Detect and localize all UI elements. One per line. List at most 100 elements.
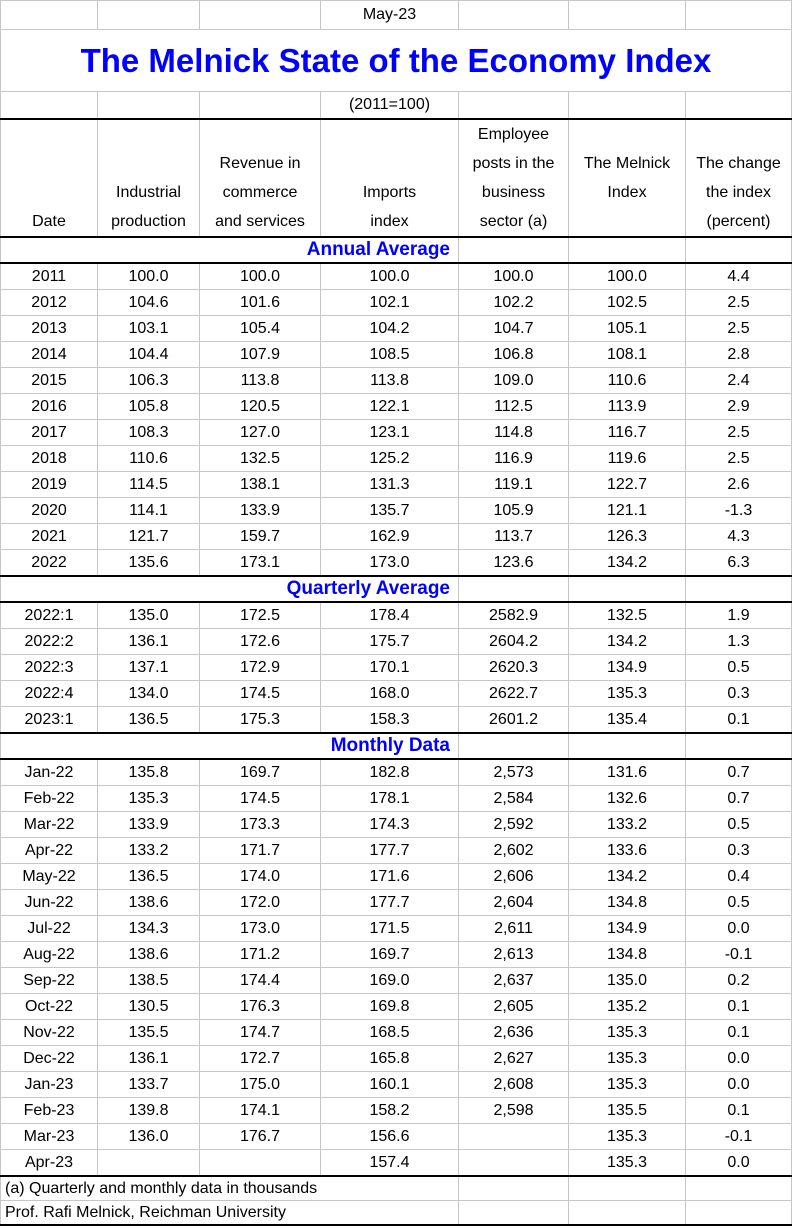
value-cell: 2,602 bbox=[458, 837, 569, 864]
value-cell: 0.0 bbox=[685, 1149, 792, 1177]
empty-cell bbox=[458, 0, 569, 30]
credit-row: Prof. Rafi Melnick, Reichman University bbox=[0, 1200, 792, 1226]
date-cell: Jun-22 bbox=[0, 889, 98, 916]
value-cell: 135.3 bbox=[568, 1071, 686, 1098]
value-cell: 134.8 bbox=[568, 941, 686, 968]
col-header-line: production bbox=[111, 213, 186, 230]
value-cell: 110.6 bbox=[97, 445, 200, 472]
value-cell: 121.1 bbox=[568, 497, 686, 524]
value-cell: 172.6 bbox=[199, 628, 321, 655]
date-cell: 2012 bbox=[0, 289, 98, 316]
value-cell: 6.3 bbox=[685, 549, 792, 577]
value-cell: 132.5 bbox=[568, 601, 686, 629]
value-cell: 135.8 bbox=[97, 758, 200, 786]
value-cell: 0.5 bbox=[685, 889, 792, 916]
value-cell: 175.7 bbox=[320, 628, 459, 655]
value-cell: 104.2 bbox=[320, 315, 459, 342]
value-cell: 176.7 bbox=[199, 1123, 321, 1150]
page-title: The Melnick State of the Economy Index bbox=[0, 29, 792, 92]
value-cell: 136.1 bbox=[97, 628, 200, 655]
value-cell: 135.0 bbox=[568, 967, 686, 994]
date-cell: Sep-22 bbox=[0, 967, 98, 994]
value-cell: 172.0 bbox=[199, 889, 321, 916]
value-cell: 2,573 bbox=[458, 758, 569, 786]
value-cell: 138.1 bbox=[199, 471, 321, 498]
title-row: The Melnick State of the Economy Index bbox=[0, 29, 792, 92]
table-row: Jun-22 138.6 172.0 177.7 2,604 134.8 0.5 bbox=[0, 889, 792, 916]
value-cell: 135.7 bbox=[320, 497, 459, 524]
table-row: Dec-22 136.1 172.7 165.8 2,627 135.3 0.0 bbox=[0, 1045, 792, 1072]
value-cell: -0.1 bbox=[685, 941, 792, 968]
date-cell: 2016 bbox=[0, 393, 98, 420]
date-cell: Mar-22 bbox=[0, 811, 98, 838]
value-cell: 0.0 bbox=[685, 1071, 792, 1098]
value-cell: 133.6 bbox=[568, 837, 686, 864]
value-cell: 113.8 bbox=[199, 367, 321, 394]
value-cell: 135.0 bbox=[97, 601, 200, 629]
empty-cell bbox=[568, 1200, 686, 1226]
date-cell: 2018 bbox=[0, 445, 98, 472]
value-cell: 2,637 bbox=[458, 967, 569, 994]
value-cell: 2620.3 bbox=[458, 654, 569, 681]
value-cell bbox=[199, 1149, 321, 1177]
table-row: Nov-22 135.5 174.7 168.5 2,636 135.3 0.1 bbox=[0, 1019, 792, 1046]
value-cell: 135.5 bbox=[97, 1019, 200, 1046]
date-cell: Mar-23 bbox=[0, 1123, 98, 1150]
col-header-imports-index: Imports index bbox=[320, 118, 459, 238]
column-headers-row: Date Industrial production Revenue in comm… bbox=[0, 118, 792, 238]
col-header-melnick-index: The Melnick Index bbox=[568, 118, 686, 238]
value-cell: 119.6 bbox=[568, 445, 686, 472]
value-cell: 133.9 bbox=[199, 497, 321, 524]
date-cell: 2015 bbox=[0, 367, 98, 394]
table-row: 2016 105.8 120.5 122.1 112.5 113.9 2.9 bbox=[0, 393, 792, 420]
value-cell: 171.6 bbox=[320, 863, 459, 890]
value-cell: 174.5 bbox=[199, 785, 321, 812]
table-row: Jan-22 135.8 169.7 182.8 2,573 131.6 0.7 bbox=[0, 758, 792, 786]
value-cell: 134.8 bbox=[568, 889, 686, 916]
value-cell: 2604.2 bbox=[458, 628, 569, 655]
value-cell: 2.6 bbox=[685, 471, 792, 498]
value-cell: 133.2 bbox=[568, 811, 686, 838]
empty-cell bbox=[568, 91, 686, 120]
value-cell: 0.2 bbox=[685, 967, 792, 994]
value-cell: 105.8 bbox=[97, 393, 200, 420]
col-header-line: The Melnick bbox=[583, 155, 671, 172]
value-cell: 139.8 bbox=[97, 1097, 200, 1124]
col-header-line: Revenue in bbox=[219, 155, 301, 172]
value-cell: 165.8 bbox=[320, 1045, 459, 1072]
value-cell: 2.8 bbox=[685, 341, 792, 368]
value-cell: 158.3 bbox=[320, 706, 459, 734]
value-cell: 113.9 bbox=[568, 393, 686, 420]
value-cell: 174.3 bbox=[320, 811, 459, 838]
value-cell: 120.5 bbox=[199, 393, 321, 420]
empty-cell bbox=[458, 575, 569, 603]
empty-cell bbox=[685, 1175, 792, 1201]
empty-cell bbox=[568, 236, 686, 264]
section-title-row: Monthly Data bbox=[0, 732, 792, 760]
value-cell: 108.5 bbox=[320, 341, 459, 368]
date-cell: Apr-23 bbox=[0, 1149, 98, 1177]
value-cell: 130.5 bbox=[97, 993, 200, 1020]
value-cell: 105.1 bbox=[568, 315, 686, 342]
footnote-row: (a) Quarterly and monthly data in thousa… bbox=[0, 1175, 792, 1201]
value-cell: 2,627 bbox=[458, 1045, 569, 1072]
value-cell: 160.1 bbox=[320, 1071, 459, 1098]
value-cell: 110.6 bbox=[568, 367, 686, 394]
empty-cell bbox=[97, 91, 200, 120]
table-row: Mar-23 136.0 176.7 156.6 135.3 -0.1 bbox=[0, 1123, 792, 1150]
value-cell: 113.8 bbox=[320, 367, 459, 394]
value-cell: 176.3 bbox=[199, 993, 321, 1020]
table-row: 2021 121.7 159.7 162.9 113.7 126.3 4.3 bbox=[0, 523, 792, 550]
section-title-row: Quarterly Average bbox=[0, 575, 792, 603]
value-cell: 135.3 bbox=[97, 785, 200, 812]
value-cell: 135.4 bbox=[568, 706, 686, 734]
value-cell: 136.1 bbox=[97, 1045, 200, 1072]
economy-index-table: May-23 The Melnick State of the Economy … bbox=[0, 0, 792, 1226]
value-cell: 168.5 bbox=[320, 1019, 459, 1046]
report-date: May-23 bbox=[320, 0, 459, 30]
date-cell: Apr-22 bbox=[0, 837, 98, 864]
value-cell: 108.1 bbox=[568, 341, 686, 368]
value-cell: 173.0 bbox=[199, 915, 321, 942]
value-cell: 134.3 bbox=[97, 915, 200, 942]
table-row: Oct-22 130.5 176.3 169.8 2,605 135.2 0.1 bbox=[0, 993, 792, 1020]
